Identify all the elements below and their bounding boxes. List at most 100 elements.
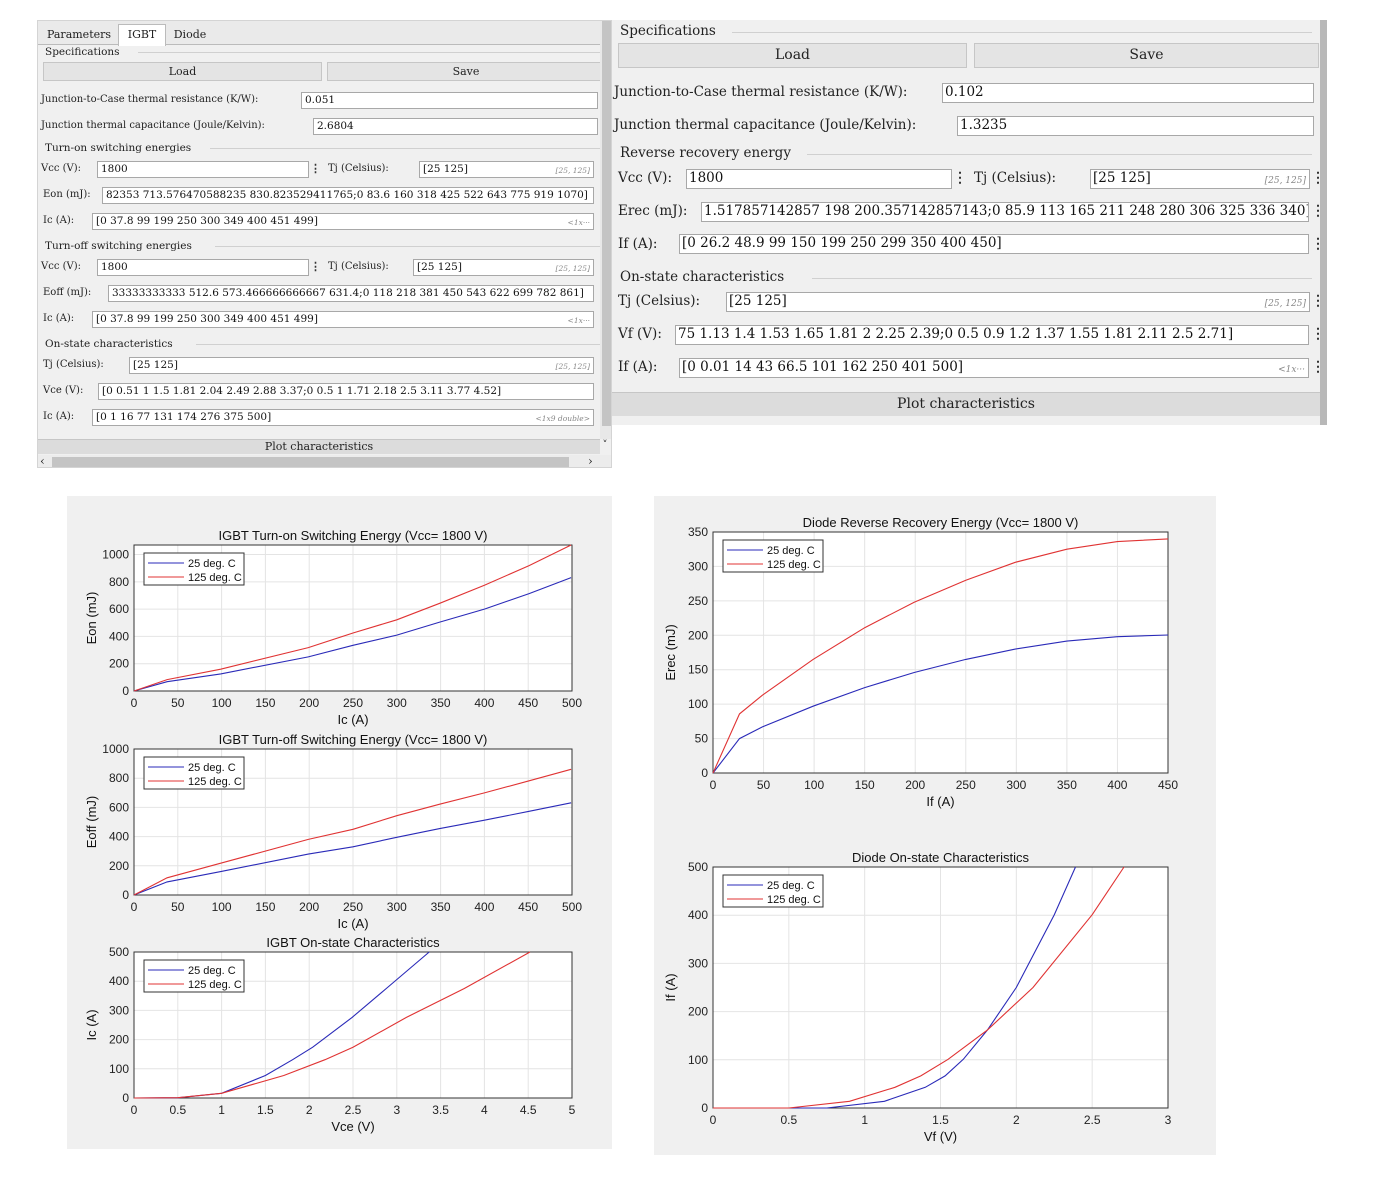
diode-vcc-label: Vcc (V): <box>618 170 672 186</box>
diode-on-state-heading: On-state characteristics <box>620 269 785 285</box>
diode-on-if-field[interactable]: [0 0.01 14 43 66.5 101 162 250 401 500] <… <box>679 358 1309 378</box>
diode-on-state-chart-x-tick-label: 2 <box>1013 1113 1020 1127</box>
turn-off-vcc-menu-icon[interactable]: ⋮ <box>310 260 321 273</box>
plot-characteristics-button[interactable]: Plot characteristics <box>38 439 600 454</box>
turn-on-ic-value: [0 37.8 99 199 250 300 349 400 451 499] <box>96 215 318 227</box>
turn-off-ic-value: [0 37.8 99 199 250 300 349 400 451 499] <box>96 313 318 325</box>
diode-on-state-chart-y-axis-label: If (A) <box>663 973 678 1001</box>
diode-on-state-chart-y-tick-label: 500 <box>688 860 708 874</box>
diode-if-field[interactable]: [0 26.2 48.9 99 150 199 250 299 350 400 … <box>679 234 1309 254</box>
igbt-on-state-chart-axes-box <box>133 951 573 1099</box>
eon-field[interactable]: 82353 713.576470588235 830.823529411765;… <box>102 187 594 204</box>
turn-on-ic-field[interactable]: [0 37.8 99 199 250 300 349 400 451 499] <… <box>92 213 594 230</box>
reverse-recovery-chart-x-tick-label: 300 <box>1006 778 1026 792</box>
scroll-right-icon[interactable]: › <box>588 454 593 468</box>
save-button[interactable]: Save <box>327 62 605 81</box>
turn-on-chart-y-tick-label: 800 <box>109 575 129 589</box>
scroll-left-icon[interactable]: ‹ <box>40 454 45 468</box>
rth-field[interactable]: 0.051 <box>301 92 598 109</box>
reverse-recovery-chart-series-line <box>712 634 1169 774</box>
reverse-recovery-chart-y-axis-label: Erec (mJ) <box>663 624 678 680</box>
turn-on-chart-x-tick-label: 500 <box>562 696 582 710</box>
turn-off-chart-y-tick-label: 1000 <box>102 742 129 756</box>
tab-diode[interactable]: Diode <box>173 28 207 41</box>
tab-igbt[interactable]: IGBT <box>118 24 166 46</box>
turn-off-chart-x-tick-label: 250 <box>343 900 363 914</box>
vf-field[interactable]: 75 1.13 1.4 1.53 1.65 1.81 2 2.25 2.39;0… <box>675 325 1309 345</box>
diode-plot-characteristics-button[interactable]: Plot characteristics <box>612 392 1320 416</box>
turn-on-vcc-field[interactable]: 1800 <box>97 161 309 178</box>
turn-on-vcc-menu-icon[interactable]: ⋮ <box>310 162 321 175</box>
turn-off-chart-x-tick-label: 50 <box>171 900 185 914</box>
diode-on-state-chart-y-tick-label: 300 <box>688 956 708 970</box>
reverse-recovery-heading: Reverse recovery energy <box>620 145 791 161</box>
turn-off-chart-axes-box <box>133 748 573 896</box>
turn-on-chart-axes-box <box>133 544 573 692</box>
reverse-recovery-chart-series-line <box>712 538 1169 774</box>
turn-off-chart-legend-label: 25 deg. C <box>188 762 236 774</box>
turn-off-chart-x-tick-label: 100 <box>212 900 232 914</box>
diode-on-state-chart-x-tick-label: 0.5 <box>780 1113 797 1127</box>
turn-off-chart-legend-box <box>143 756 245 790</box>
igbt-on-state-chart-series-line <box>133 951 531 1099</box>
turn-on-ic-hint: <1x··· <box>563 215 590 229</box>
diode-vcc-field[interactable]: 1800 <box>686 169 952 189</box>
on-state-tj-field[interactable]: [25 125] [25, 125] <box>129 357 594 374</box>
reverse-recovery-chart-x-tick-label: 100 <box>804 778 824 792</box>
turn-on-ic-label: Ic (A): <box>43 215 75 226</box>
diode-on-state-chart-x-tick-label: 1.5 <box>932 1113 949 1127</box>
tab-parameters[interactable]: Parameters <box>46 28 112 41</box>
scroll-down-icon[interactable]: ˅ <box>602 440 608 451</box>
eoff-field[interactable]: 33333333333 512.6 573.466666666667 631.4… <box>108 285 594 302</box>
turn-off-ic-field[interactable]: [0 37.8 99 199 250 300 349 400 451 499] <… <box>92 311 594 328</box>
diode-rth-field[interactable]: 0.102 <box>942 83 1314 103</box>
turn-on-chart-x-tick-label: 350 <box>431 696 451 710</box>
turn-on-chart-y-tick-label: 200 <box>109 657 129 671</box>
turn-off-chart-x-tick-label: 400 <box>474 900 494 914</box>
turn-off-tj-field[interactable]: [25 125] [25, 125] <box>413 259 594 276</box>
diode-on-tj-value: [25 125] <box>729 293 787 309</box>
diode-on-tj-field[interactable]: [25 125] [25, 125] <box>726 292 1310 312</box>
diode-vertical-scrollbar[interactable] <box>1320 20 1327 425</box>
igbt-on-state-chart-x-tick-label: 4.5 <box>520 1103 537 1117</box>
cth-field[interactable]: 2.6804 <box>313 118 598 135</box>
reverse-recovery-chart-x-tick-label: 0 <box>710 778 717 792</box>
reverse-recovery-chart-x-tick-label: 450 <box>1158 778 1178 792</box>
diode-cth-field[interactable]: 1.3235 <box>957 116 1314 136</box>
turn-off-chart-x-tick-label: 500 <box>562 900 582 914</box>
turn-off-vcc-label: Vcc (V): <box>41 261 81 272</box>
horizontal-scroll-thumb[interactable] <box>52 457 569 467</box>
diode-load-button[interactable]: Load <box>618 43 967 68</box>
turn-off-chart-series-line <box>133 802 572 896</box>
igbt-on-state-chart-y-axis-label: Ic (A) <box>84 1009 99 1040</box>
erec-label: Erec (mJ): <box>618 203 688 219</box>
vf-label: Vf (V): <box>618 326 662 342</box>
diode-vcc-menu-icon[interactable]: ⋮ <box>953 170 967 186</box>
reverse-recovery-chart-x-tick-label: 50 <box>757 778 771 792</box>
igbt-on-state-chart-y-tick-label: 500 <box>109 945 129 959</box>
turn-on-chart-x-tick-label: 0 <box>131 696 138 710</box>
load-button[interactable]: Load <box>43 62 322 81</box>
igbt-on-state-chart-x-tick-label: 2.5 <box>345 1103 362 1117</box>
reverse-recovery-chart-x-tick-label: 350 <box>1057 778 1077 792</box>
erec-field[interactable]: 1.517857142857 198 200.357142857143;0 85… <box>701 202 1309 222</box>
vce-field[interactable]: [0 0.51 1 1.5 1.81 2.04 2.49 2.88 3.37;0… <box>98 383 594 400</box>
turn-on-chart-legend-label: 125 deg. C <box>188 572 242 584</box>
vertical-scrollbar[interactable] <box>600 21 611 439</box>
horizontal-scrollbar[interactable]: ‹ › <box>38 454 611 468</box>
turn-off-tj-label: Tj (Celsius): <box>328 261 389 272</box>
reverse-recovery-chart-legend-label: 125 deg. C <box>767 559 821 571</box>
rth-label: Junction-to-Case thermal resistance (K/W… <box>41 94 259 105</box>
diode-save-button[interactable]: Save <box>974 43 1319 68</box>
section-divider <box>812 278 1312 279</box>
diode-specifications-heading: Specifications <box>620 23 716 39</box>
on-state-ic-field[interactable]: [0 1 16 77 131 174 276 375 500] <1x9 doub… <box>92 409 594 426</box>
diode-tj-field[interactable]: [25 125] [25, 125] <box>1090 169 1310 189</box>
turn-on-chart-x-tick-label: 300 <box>387 696 407 710</box>
diode-on-tj-hint: [25, 125] <box>1260 296 1306 311</box>
vertical-scroll-thumb[interactable] <box>602 21 611 426</box>
turn-on-chart-x-tick-label: 50 <box>171 696 185 710</box>
turn-off-vcc-field[interactable]: 1800 <box>97 259 309 276</box>
diode-tj-hint: [25, 125] <box>1260 173 1306 188</box>
turn-on-tj-field[interactable]: [25 125] [25, 125] <box>419 161 594 178</box>
